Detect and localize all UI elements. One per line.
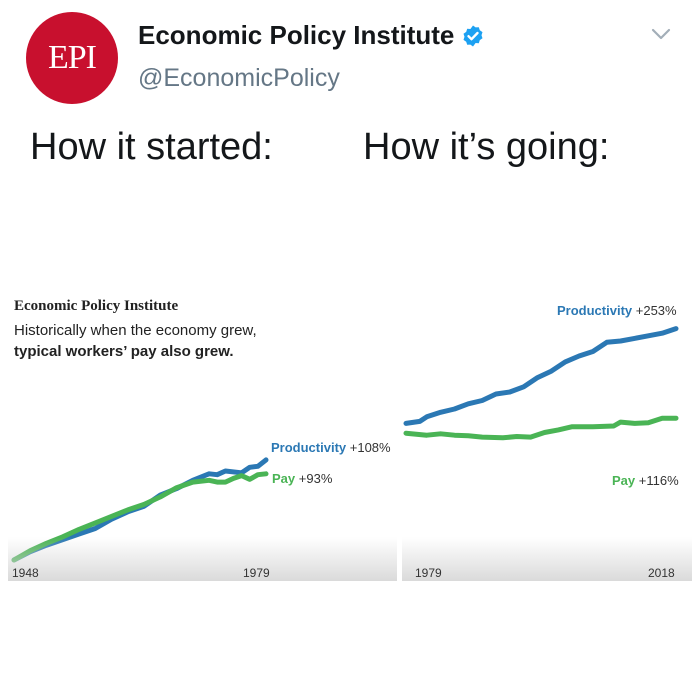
avatar[interactable]: EPI xyxy=(26,12,118,104)
chart-how-it-started: Economic Policy Institute Historically w… xyxy=(8,290,397,581)
caption-how-it-started: How it started: xyxy=(30,126,273,168)
label-productivity-right-name: Productivity xyxy=(557,303,633,318)
label-pay-right-name: Pay xyxy=(612,473,636,488)
label-productivity-right-value: +253% xyxy=(635,303,677,318)
label-pay-left: Pay +93% xyxy=(272,471,332,486)
label-productivity-right: Productivity +253% xyxy=(557,303,677,318)
label-pay-right-value: +116% xyxy=(638,473,679,488)
right-productivity-line xyxy=(403,326,679,426)
verified-badge-icon xyxy=(463,25,483,46)
label-pay-left-name: Pay xyxy=(272,471,296,486)
left-productivity-line xyxy=(11,457,269,563)
label-productivity-left-name: Productivity xyxy=(271,440,347,455)
chart-brand: Economic Policy Institute xyxy=(14,298,179,314)
chart-headline: Historically when the economy grew, typi… xyxy=(14,320,274,362)
left-pay-line xyxy=(11,471,269,563)
label-pay-right: Pay +116% xyxy=(612,473,679,488)
label-productivity-left: Productivity +108% xyxy=(271,440,391,455)
chart-headline-plain: Historically when the economy grew, xyxy=(14,322,257,339)
chart-headline-bold: typical workers’ pay also grew. xyxy=(14,343,234,360)
caption-how-its-going: How it’s going: xyxy=(363,126,610,168)
chart-right-plot xyxy=(403,326,679,441)
handle[interactable]: @EconomicPolicy xyxy=(138,64,340,92)
label-productivity-left-value: +108% xyxy=(349,440,391,455)
tick-right-end: 2018 xyxy=(648,566,675,580)
chart-how-its-going: Productivity +253% Pay +116% 1979 2018 xyxy=(402,290,692,581)
label-pay-left-value: +93% xyxy=(298,471,333,486)
tick-right-start: 1979 xyxy=(415,566,442,580)
tick-left-end: 1979 xyxy=(243,566,270,580)
avatar-logo-text: EPI xyxy=(48,39,97,76)
tick-left-start: 1948 xyxy=(12,566,39,580)
chevron-down-icon[interactable] xyxy=(650,26,672,42)
display-name-text: Economic Policy Institute xyxy=(138,20,455,50)
right-pay-line xyxy=(403,415,679,441)
display-name[interactable]: Economic Policy Institute xyxy=(138,20,485,51)
